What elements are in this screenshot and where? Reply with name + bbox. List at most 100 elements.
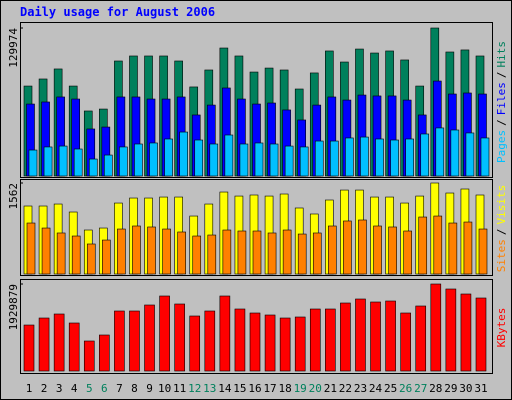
- bar: [149, 142, 158, 177]
- legend-separator: /: [495, 229, 508, 236]
- bar: [86, 243, 96, 275]
- bar: [345, 137, 354, 177]
- x-tick-label: 7: [116, 382, 123, 395]
- bar: [43, 146, 53, 177]
- bar: [189, 315, 201, 372]
- bar: [465, 132, 475, 177]
- x-tick-label: 18: [279, 382, 292, 395]
- legend: Pages / Files / Hits: [495, 41, 508, 163]
- bar: [269, 143, 279, 177]
- legend-separator: /: [495, 119, 508, 126]
- bar: [325, 308, 336, 372]
- bar: [177, 231, 186, 275]
- bar: [480, 137, 490, 177]
- x-tick-label: 27: [414, 382, 427, 395]
- x-tick-label: 14: [218, 382, 232, 395]
- y-tick-label: 1562: [7, 183, 20, 210]
- chart-title: Daily usage for August 2006: [20, 5, 215, 19]
- x-tick-label: 4: [71, 382, 78, 395]
- x-tick-label: 1: [26, 382, 33, 395]
- bar: [252, 230, 262, 275]
- bar: [58, 145, 68, 177]
- bar: [224, 134, 234, 177]
- bar: [249, 312, 261, 372]
- x-tick-label: 6: [101, 382, 108, 395]
- bar: [475, 297, 487, 372]
- x-tick-label: 11: [173, 382, 186, 395]
- x-tick-label: 26: [399, 382, 412, 395]
- bar: [174, 303, 185, 372]
- bar: [400, 312, 411, 372]
- bar: [328, 225, 337, 275]
- y-tick-label: 1929879: [7, 284, 20, 330]
- bar: [282, 229, 292, 275]
- x-tick-label: 16: [248, 382, 261, 395]
- bar: [405, 138, 414, 177]
- bar: [207, 234, 217, 275]
- legend: KBytes: [495, 308, 508, 348]
- bar: [463, 221, 473, 275]
- bar: [445, 288, 457, 372]
- bar: [448, 222, 458, 275]
- legend-entry: Pages: [495, 130, 508, 163]
- bar: [237, 230, 247, 275]
- x-tick-label: 29: [444, 382, 457, 395]
- bar: [83, 340, 95, 372]
- bar: [26, 222, 36, 275]
- x-tick-label: 25: [384, 382, 397, 395]
- x-tick-label: 15: [233, 382, 246, 395]
- bar: [147, 226, 156, 275]
- x-tick-label: 10: [158, 382, 171, 395]
- x-tick-label: 8: [131, 382, 138, 395]
- x-tick-label: 30: [459, 382, 472, 395]
- bar: [460, 293, 472, 372]
- legend-entry: Hits: [495, 41, 508, 68]
- bar: [23, 324, 35, 372]
- bar: [355, 298, 366, 372]
- bar: [41, 227, 51, 275]
- bar: [162, 228, 171, 275]
- bar: [340, 302, 351, 372]
- bar: [164, 138, 173, 177]
- bar: [99, 334, 110, 372]
- bar: [234, 308, 246, 372]
- bar: [264, 314, 276, 372]
- bar: [179, 131, 188, 177]
- bar: [119, 146, 128, 177]
- bar: [343, 220, 352, 275]
- bar: [204, 310, 216, 372]
- bar: [28, 149, 38, 177]
- bar: [222, 229, 232, 275]
- bar: [403, 230, 412, 275]
- bar: [267, 232, 277, 275]
- bar: [297, 233, 307, 275]
- x-tick-label: 20: [309, 382, 322, 395]
- bar: [144, 304, 155, 372]
- bar: [129, 310, 140, 372]
- legend-entry: Files: [495, 82, 508, 115]
- bar: [132, 225, 141, 275]
- bar: [104, 154, 113, 177]
- bar: [71, 235, 81, 275]
- bar: [360, 136, 369, 177]
- bar: [102, 239, 111, 275]
- bar: [312, 232, 322, 275]
- bar: [375, 138, 384, 177]
- bar: [134, 143, 143, 177]
- bar: [370, 301, 381, 372]
- x-tick-label: 12: [188, 382, 201, 395]
- bar: [254, 142, 264, 177]
- x-tick-label: 17: [263, 382, 276, 395]
- bar: [88, 158, 98, 177]
- bar: [450, 129, 460, 177]
- bar: [385, 300, 396, 372]
- bar: [192, 235, 202, 275]
- bar: [279, 317, 291, 372]
- bar: [309, 308, 321, 372]
- bar: [114, 310, 125, 372]
- x-tick-label: 24: [369, 382, 383, 395]
- x-tick-label: 31: [474, 382, 487, 395]
- bar: [117, 228, 126, 275]
- bar: [53, 313, 65, 372]
